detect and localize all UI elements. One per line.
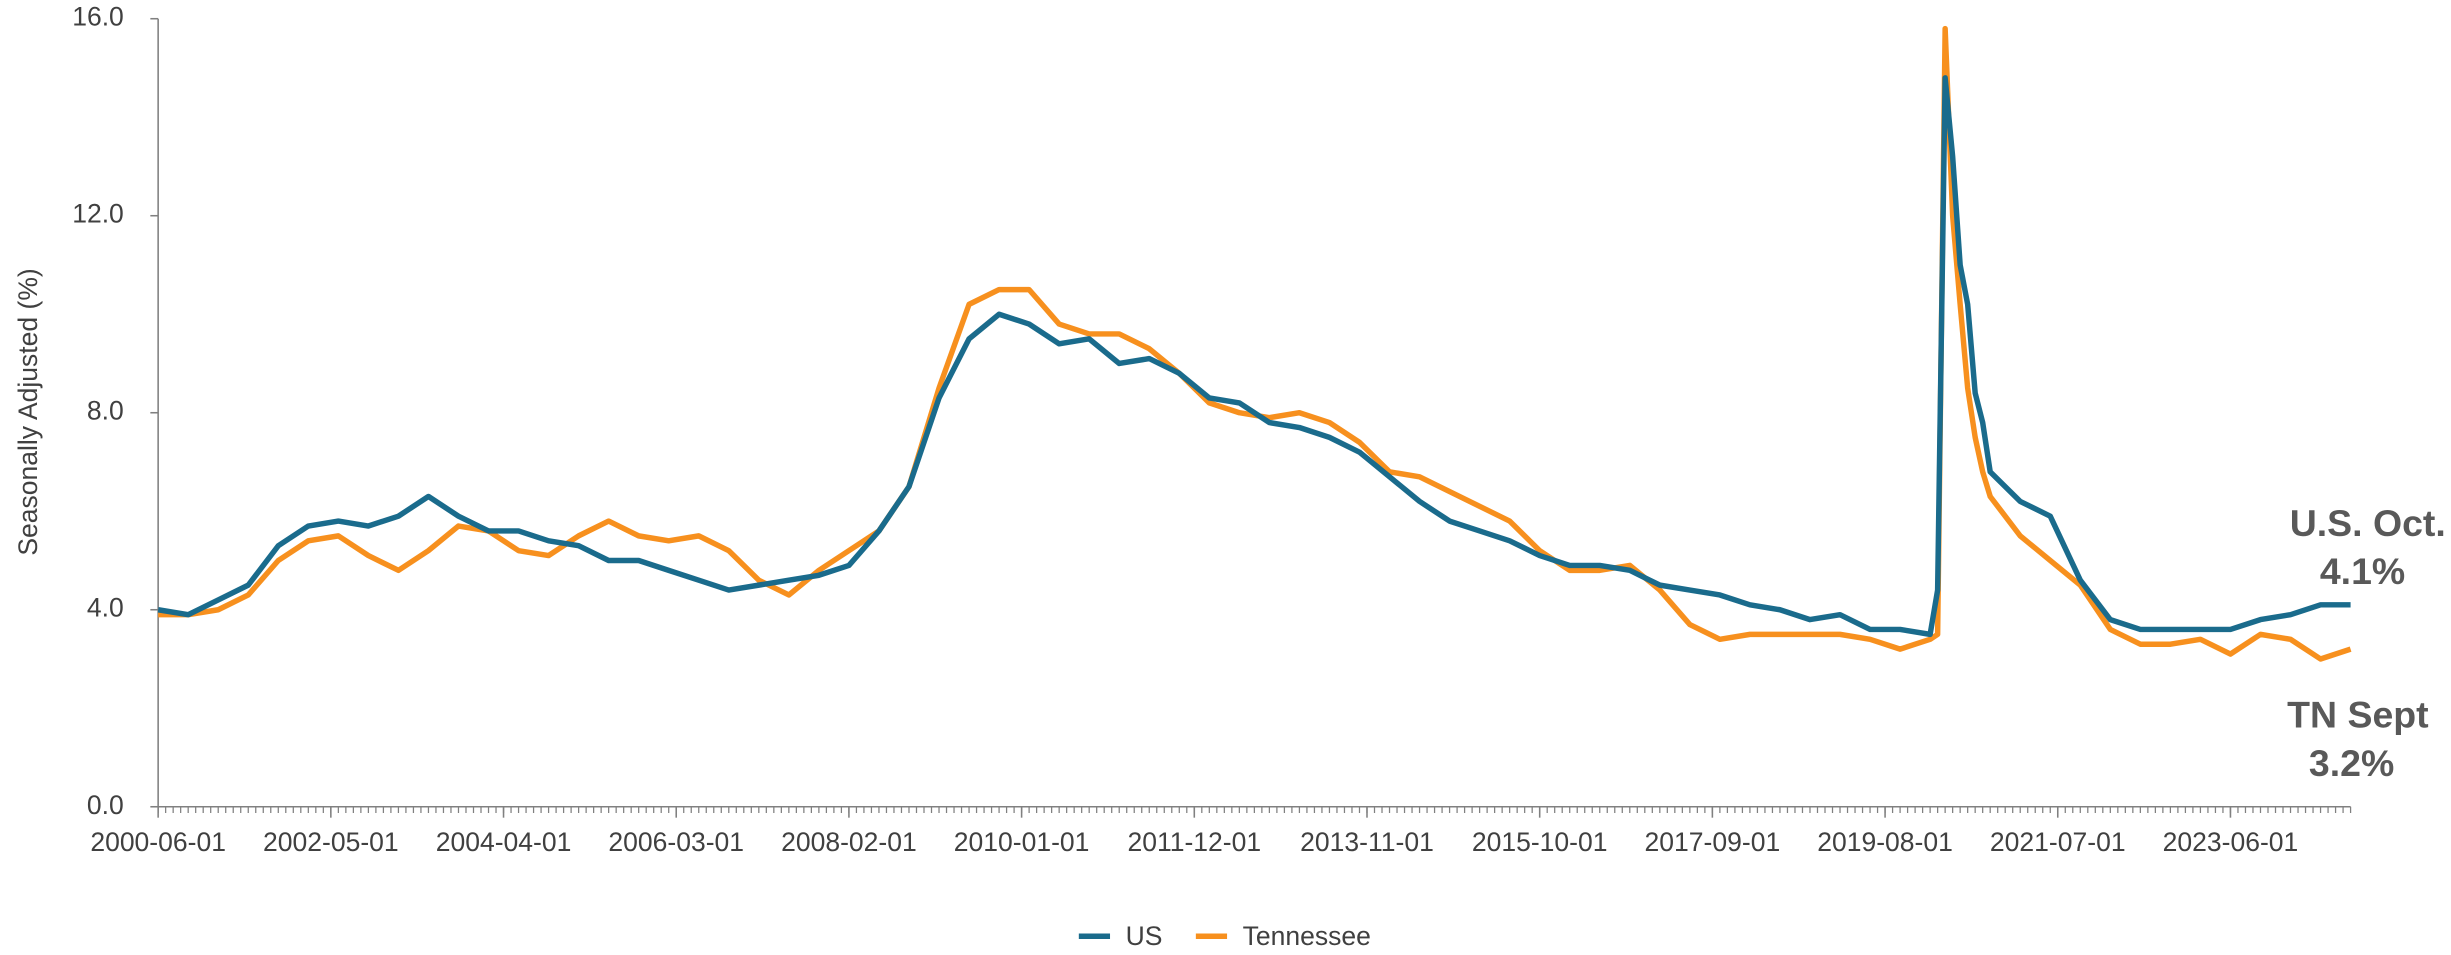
y-tick-label: 16.0 bbox=[72, 2, 124, 32]
y-tick-label: 12.0 bbox=[72, 199, 124, 229]
y-tick-label: 4.0 bbox=[87, 593, 124, 623]
annotation: 4.1% bbox=[2320, 550, 2405, 592]
line-series bbox=[158, 25, 2352, 662]
x-tick-label: 2010-01-01 bbox=[954, 827, 1090, 857]
x-tick-label: 2004-04-01 bbox=[436, 827, 572, 857]
x-tick-label: 2011-12-01 bbox=[1127, 827, 1261, 857]
x-tick-label: 2006-03-01 bbox=[608, 827, 744, 857]
annotation: 3.2% bbox=[2309, 742, 2394, 784]
x-tick-label: 2017-09-01 bbox=[1645, 827, 1781, 857]
y-tick-label: 8.0 bbox=[87, 396, 124, 426]
line-series bbox=[157, 75, 2351, 638]
annotation: TN Sept bbox=[2287, 694, 2429, 736]
y-tick-label: 0.0 bbox=[87, 790, 124, 820]
x-tick-label: 2015-10-01 bbox=[1472, 827, 1608, 857]
annotation: U.S. Oct. bbox=[2290, 502, 2446, 544]
y-axis-label: Seasonally Adjusted (%) bbox=[13, 268, 43, 555]
minor-ticks bbox=[157, 806, 2352, 813]
x-tick-label: 2000-06-01 bbox=[90, 827, 226, 857]
legend-label: Tennessee bbox=[1243, 921, 1371, 951]
x-tick-label: 2002-05-01 bbox=[263, 827, 399, 857]
x-tick-label: 2023-06-01 bbox=[2163, 827, 2299, 857]
x-tick-label: 2008-02-01 bbox=[781, 827, 917, 857]
x-tick-label: 2021-07-01 bbox=[1990, 827, 2126, 857]
x-tick-label: 2013-11-01 bbox=[1300, 827, 1434, 857]
x-tick-label: 2019-08-01 bbox=[1817, 827, 1953, 857]
legend-label: US bbox=[1126, 921, 1163, 951]
